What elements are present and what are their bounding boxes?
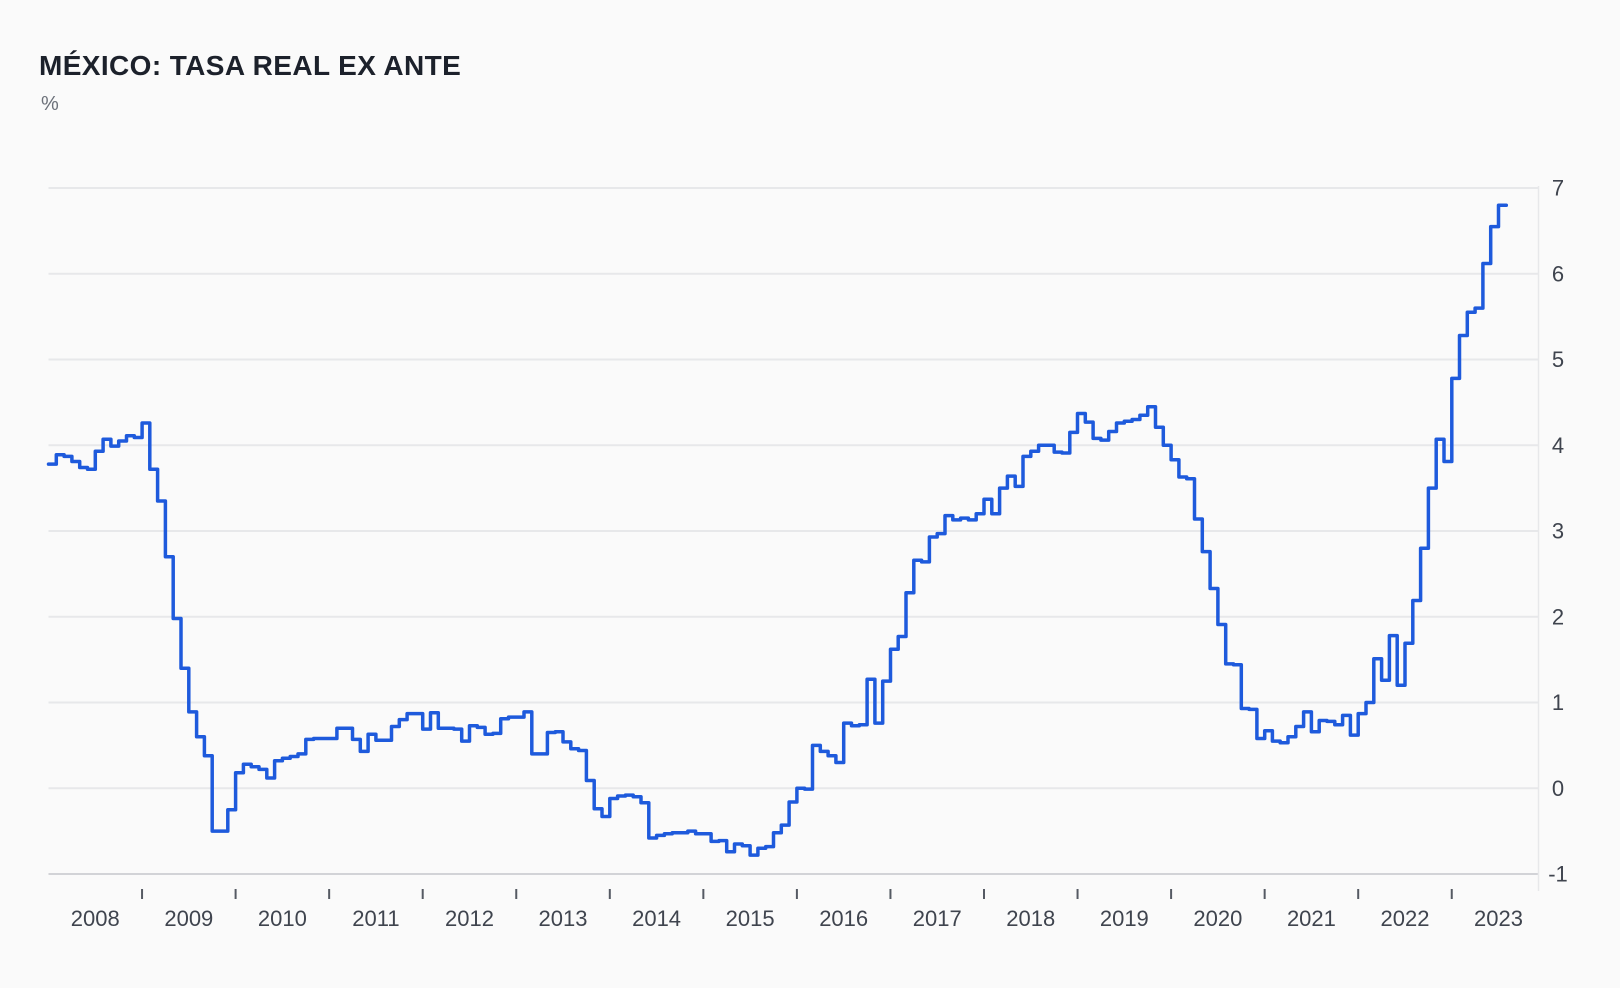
x-axis-label-2017: 2017 (913, 906, 962, 931)
x-axis-label-2014: 2014 (632, 906, 681, 931)
x-axis-label-2012: 2012 (445, 906, 494, 931)
y-axis-label-5: 5 (1552, 347, 1564, 372)
y-axis-label-4: 4 (1552, 433, 1564, 458)
x-axis-label-2009: 2009 (164, 906, 213, 931)
y-axis-label-0: 0 (1552, 776, 1564, 801)
x-axis-label-2022: 2022 (1380, 906, 1429, 931)
x-axis-label-2018: 2018 (1006, 906, 1055, 931)
x-axis-label-2010: 2010 (258, 906, 307, 931)
y-axis-label-3: 3 (1552, 519, 1564, 544)
chart-unit-label: % (41, 93, 59, 115)
y-axis-label--1: -1 (1548, 862, 1568, 887)
x-axis-label-2016: 2016 (819, 906, 868, 931)
x-axis-label-2020: 2020 (1193, 906, 1242, 931)
x-axis-label-2015: 2015 (726, 906, 775, 931)
x-axis-label-2008: 2008 (71, 906, 120, 931)
x-axis-label-2023: 2023 (1474, 906, 1523, 931)
y-axis-label-7: 7 (1552, 176, 1564, 201)
y-axis-label-6: 6 (1552, 261, 1564, 286)
x-axis-label-2011: 2011 (352, 906, 399, 931)
x-axis-label-2013: 2013 (539, 906, 588, 931)
y-axis-label-1: 1 (1552, 690, 1564, 715)
series-line (46, 203, 1509, 857)
y-axis-label-2: 2 (1552, 604, 1564, 629)
chart-title: MÉXICO: TASA REAL EX ANTE (39, 50, 462, 81)
x-axis-label-2021: 2021 (1287, 906, 1336, 931)
x-axis-label-2019: 2019 (1100, 906, 1149, 931)
